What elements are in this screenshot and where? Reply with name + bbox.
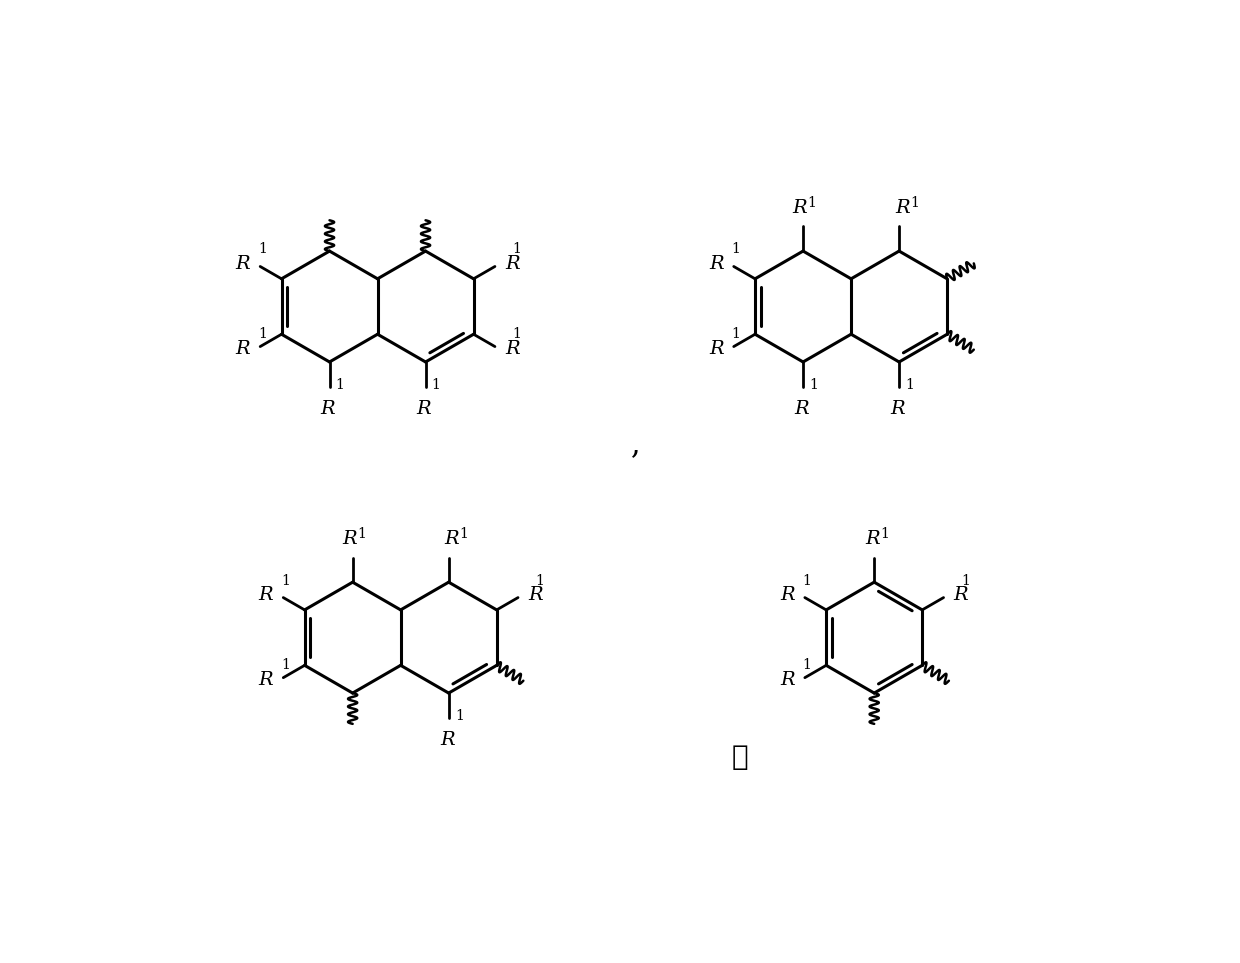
Text: R: R <box>505 255 520 273</box>
Text: 1: 1 <box>910 195 919 210</box>
Text: R: R <box>417 400 432 418</box>
Text: R: R <box>792 199 807 218</box>
Text: 1: 1 <box>536 574 544 587</box>
Text: 1: 1 <box>732 327 740 341</box>
Text: R: R <box>259 671 273 689</box>
Text: R: R <box>895 199 909 218</box>
Text: R: R <box>709 255 724 273</box>
Text: R: R <box>236 340 250 358</box>
Text: R: R <box>954 586 968 604</box>
Text: 1: 1 <box>802 574 811 587</box>
Text: 1: 1 <box>810 378 818 392</box>
Text: 1: 1 <box>357 527 366 540</box>
Text: 1: 1 <box>732 243 740 256</box>
Text: 1: 1 <box>512 327 522 341</box>
Text: 1: 1 <box>258 327 267 341</box>
Text: R: R <box>780 671 795 689</box>
Text: R: R <box>528 586 543 604</box>
Text: 1: 1 <box>281 574 290 587</box>
Text: 1: 1 <box>258 243 267 256</box>
Text: 1: 1 <box>432 378 440 392</box>
Text: R: R <box>866 531 880 548</box>
Text: R: R <box>440 731 454 749</box>
Text: R: R <box>321 400 335 418</box>
Text: R: R <box>709 340 724 358</box>
Text: 1: 1 <box>807 195 817 210</box>
Text: R: R <box>780 586 795 604</box>
Text: 1: 1 <box>905 378 914 392</box>
Text: R: R <box>259 586 273 604</box>
Text: 1: 1 <box>512 243 522 256</box>
Text: R: R <box>795 400 808 418</box>
Text: R: R <box>236 255 250 273</box>
Text: 1: 1 <box>802 659 811 672</box>
Text: ,: , <box>631 429 640 460</box>
Text: R: R <box>342 531 357 548</box>
Text: R: R <box>444 531 459 548</box>
Text: 1: 1 <box>281 659 290 672</box>
Text: 1: 1 <box>961 574 970 587</box>
Text: R: R <box>505 340 520 358</box>
Text: R: R <box>890 400 905 418</box>
Text: 1: 1 <box>336 378 345 392</box>
Text: 或: 或 <box>732 743 748 771</box>
Text: 1: 1 <box>880 527 889 540</box>
Text: 1: 1 <box>460 527 469 540</box>
Text: 1: 1 <box>455 709 464 723</box>
